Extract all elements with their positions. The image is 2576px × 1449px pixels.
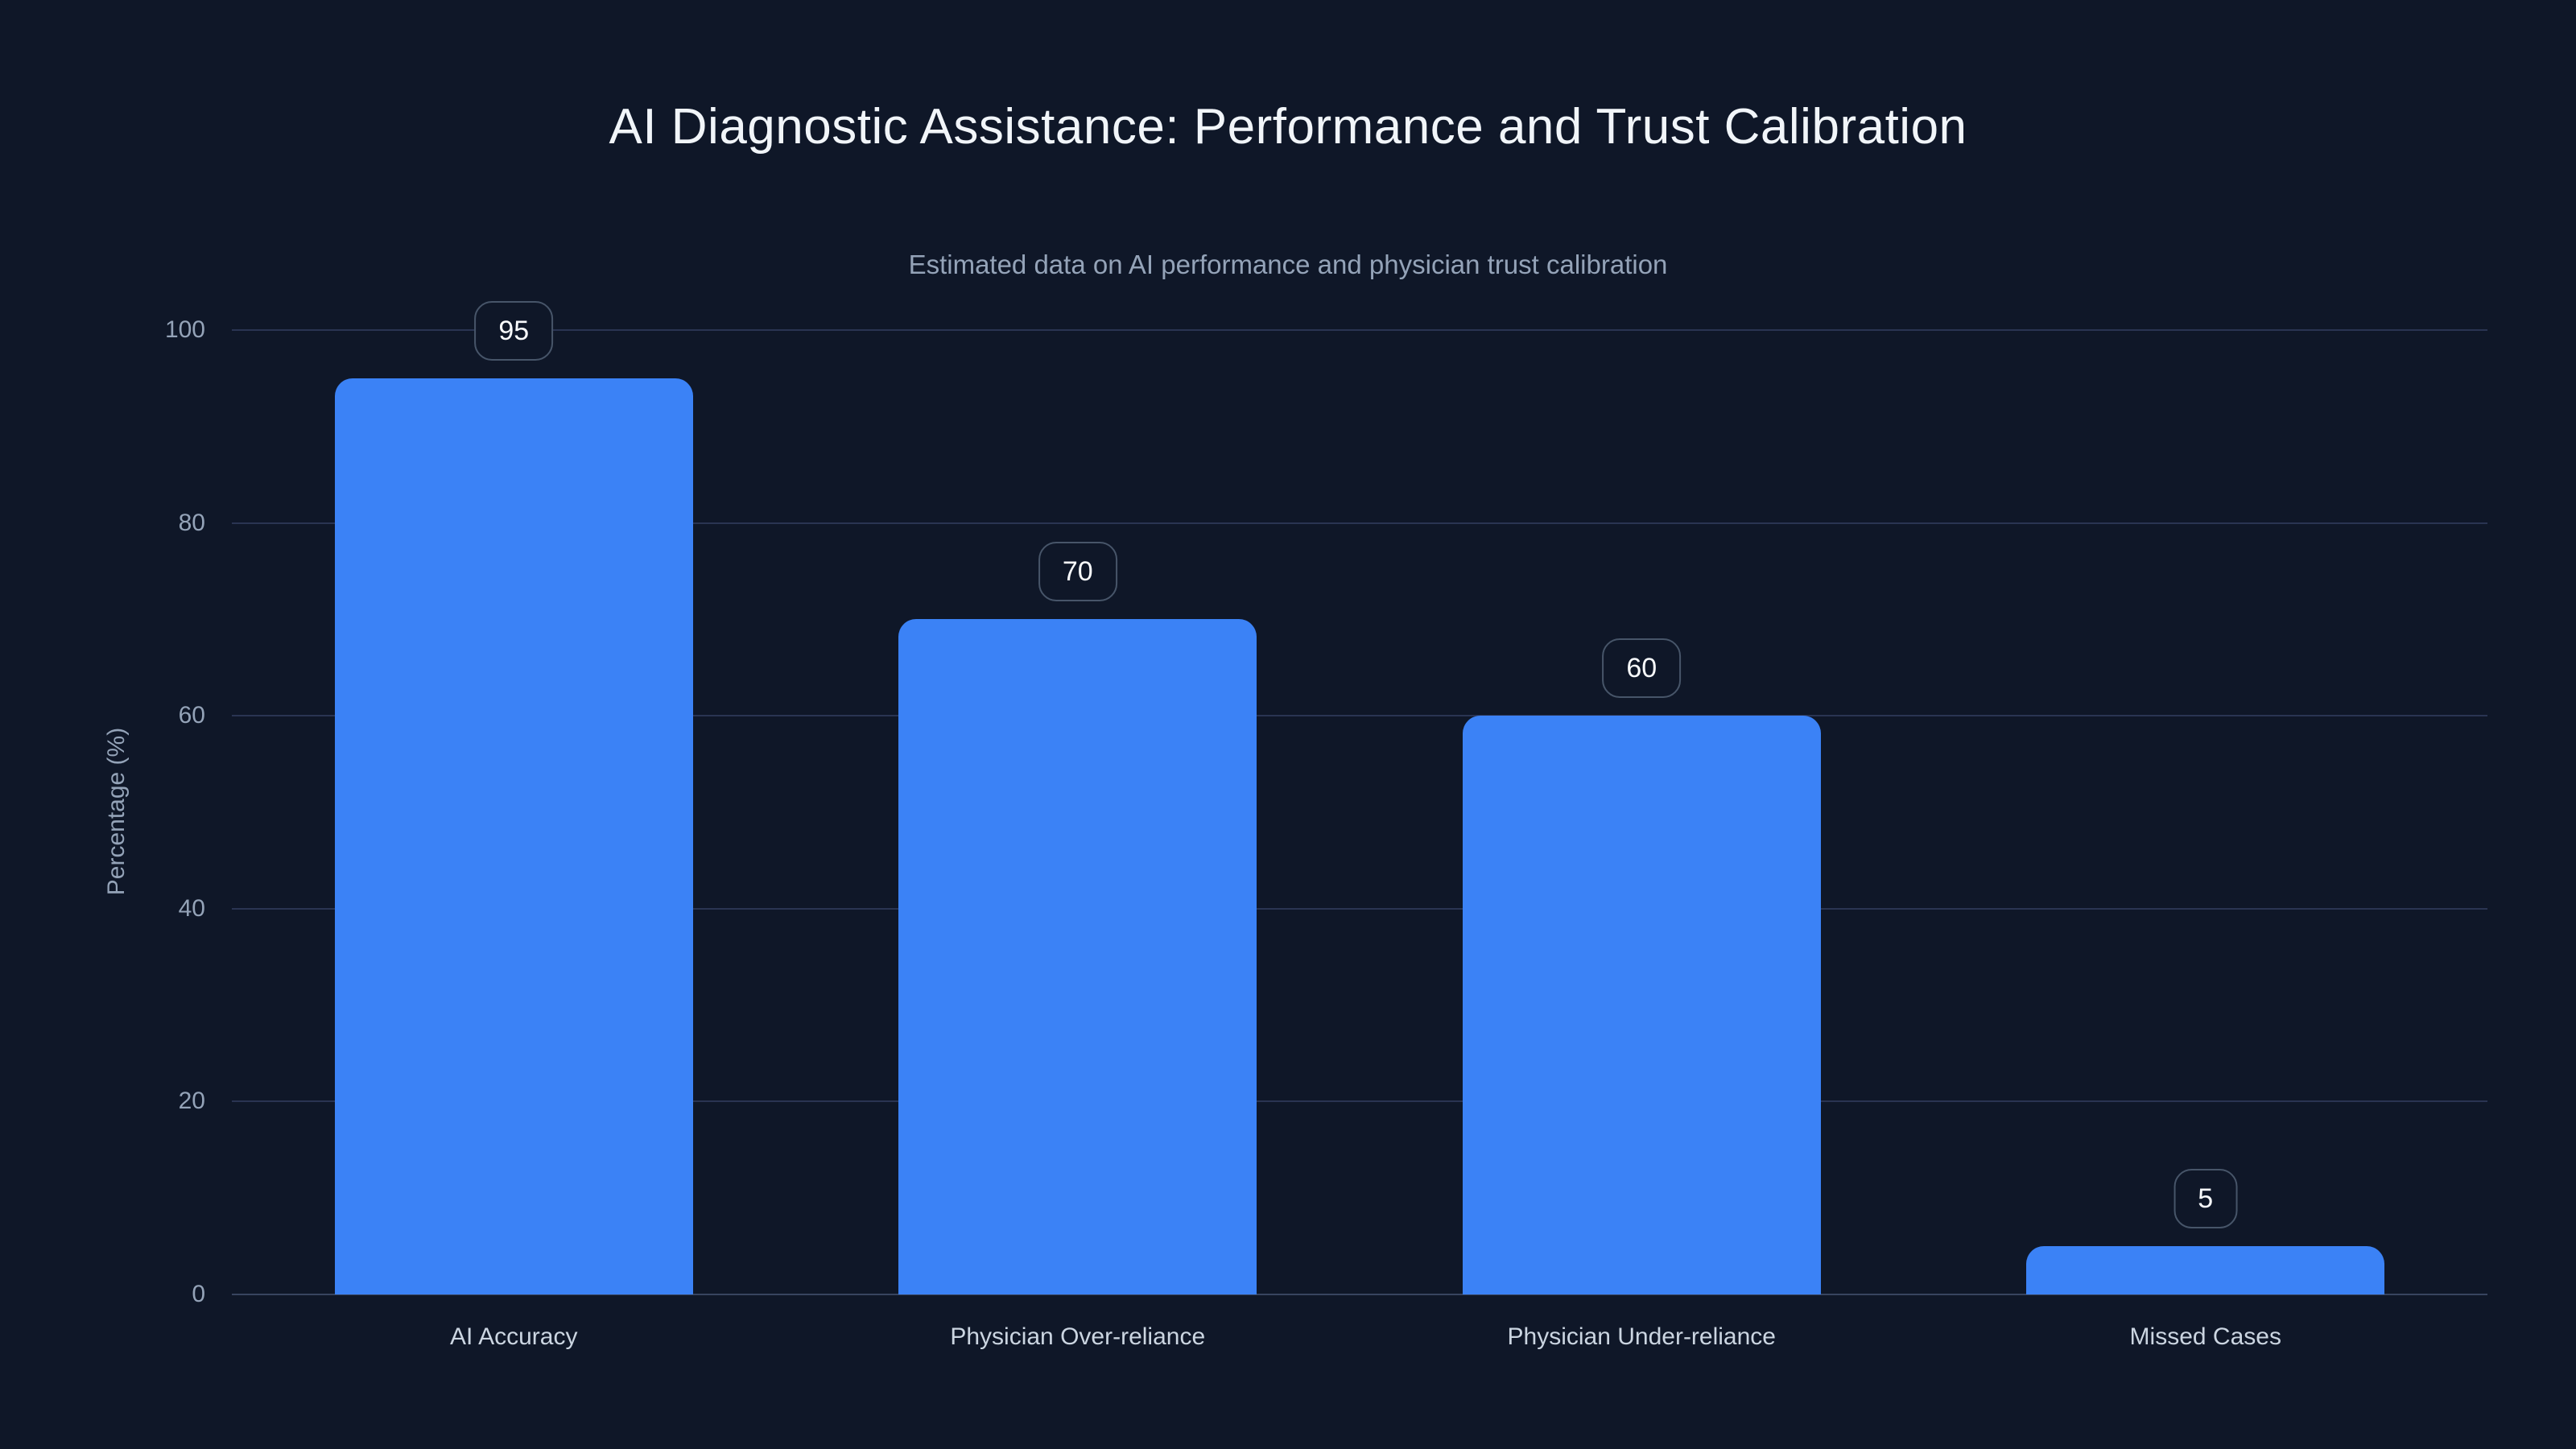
bar-missed-cases[interactable] xyxy=(2026,1246,2385,1294)
gridline-y-20 xyxy=(232,1100,2487,1103)
gridline-y-40 xyxy=(232,907,2487,910)
y-tick-label-0: 0 xyxy=(192,1281,205,1307)
y-tick-label-100: 100 xyxy=(164,316,205,343)
gridline-y-80 xyxy=(232,522,2487,524)
bar-physician-over-reliance[interactable] xyxy=(898,619,1257,1294)
x-axis-line xyxy=(232,1294,2487,1295)
value-badge-missed-cases: 5 xyxy=(2174,1169,2238,1229)
y-tick-label-20: 20 xyxy=(178,1088,205,1115)
bar-ai-accuracy[interactable] xyxy=(334,378,693,1294)
gridline-y-60 xyxy=(232,715,2487,717)
bar-physician-under-reliance[interactable] xyxy=(1462,716,1821,1294)
value-badge-ai-accuracy: 95 xyxy=(474,300,554,361)
y-tick-label-40: 40 xyxy=(178,894,205,922)
y-tick-label-60: 60 xyxy=(178,702,205,729)
value-badge-physician-over-reliance: 70 xyxy=(1038,542,1117,602)
y-tick-label-80: 80 xyxy=(178,509,205,536)
x-axis-label-ai-accuracy: AI Accuracy xyxy=(450,1323,578,1350)
value-badge-physician-under-reliance: 60 xyxy=(1602,638,1682,699)
page-title: AI Diagnostic Assistance: Performance an… xyxy=(609,99,1967,155)
x-axis-label-physician-under-reliance: Physician Under-reliance xyxy=(1507,1323,1777,1350)
x-axis-label-missed-cases: Missed Cases xyxy=(2129,1323,2281,1350)
page-subtitle: Estimated data on AI performance and phy… xyxy=(908,250,1668,279)
gridline-y-100 xyxy=(232,329,2487,331)
x-axis-label-physician-over-reliance: Physician Over-reliance xyxy=(950,1323,1206,1350)
